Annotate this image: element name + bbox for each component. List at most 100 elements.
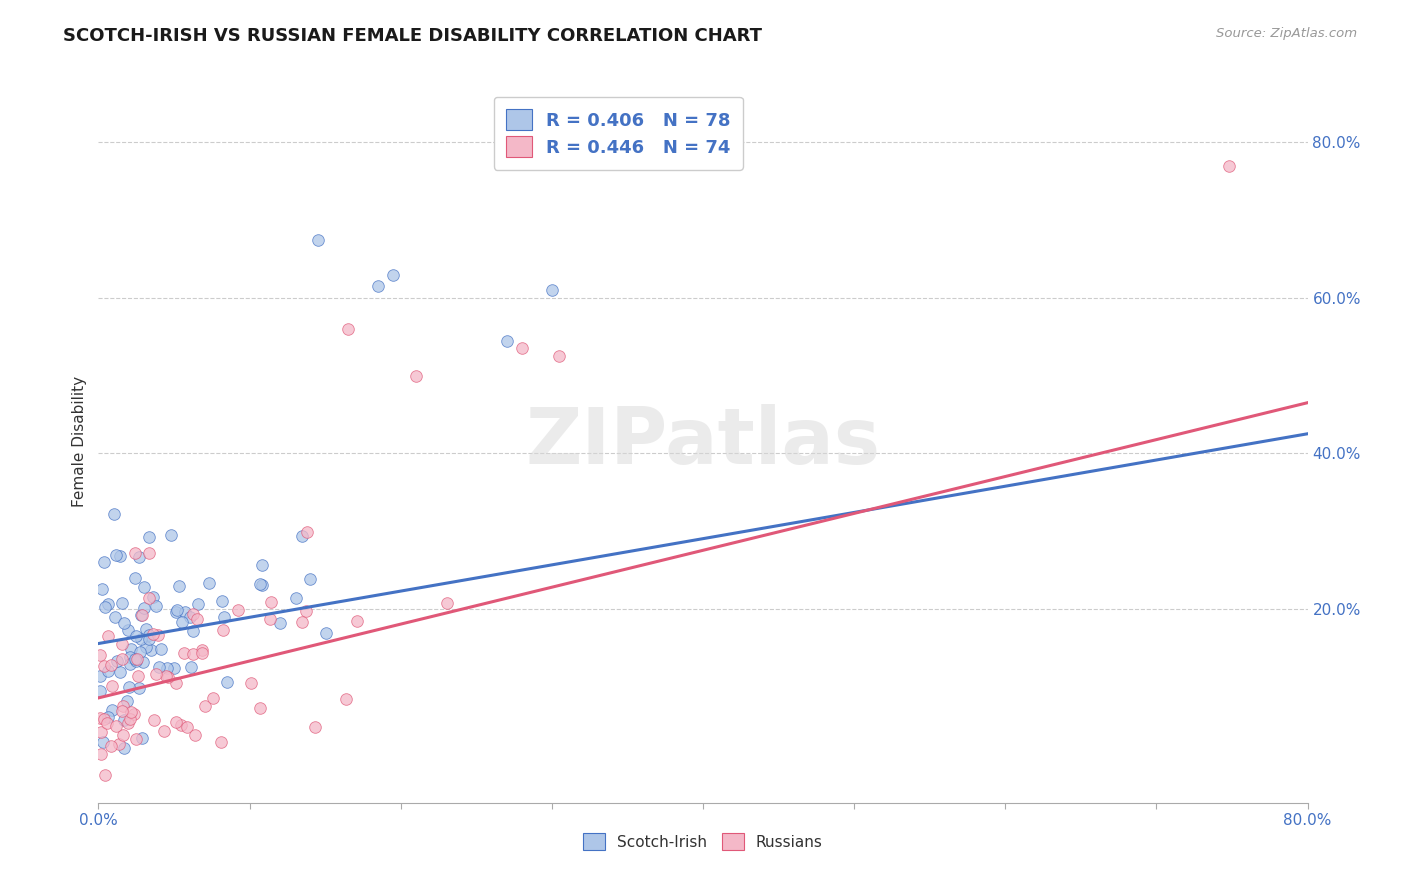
- Point: [138, 545, 160, 559]
- Point: [97, 597, 120, 611]
- Point: [211, 735, 233, 749]
- Point: [131, 655, 153, 669]
- Point: [108, 737, 131, 751]
- Point: [186, 612, 208, 626]
- Point: [90, 747, 112, 761]
- Point: [128, 549, 150, 564]
- Y-axis label: Female Disability: Female Disability: [72, 376, 87, 508]
- Point: [269, 615, 291, 630]
- Point: [198, 576, 221, 591]
- Point: [103, 508, 125, 522]
- Point: [105, 654, 128, 668]
- Point: [132, 601, 155, 615]
- Point: [112, 713, 135, 727]
- Point: [249, 577, 271, 591]
- Point: [117, 715, 139, 730]
- Point: [284, 591, 307, 605]
- Point: [336, 322, 359, 336]
- Point: [259, 612, 281, 626]
- Point: [211, 594, 233, 608]
- Point: [120, 650, 142, 665]
- Point: [179, 610, 201, 624]
- Point: [169, 579, 191, 593]
- Point: [115, 694, 138, 708]
- Point: [105, 719, 128, 733]
- Point: [117, 623, 139, 637]
- Point: [304, 721, 326, 735]
- Point: [129, 608, 152, 623]
- Point: [367, 279, 389, 293]
- Point: [89, 835, 111, 849]
- Point: [191, 642, 214, 657]
- Point: [125, 629, 148, 643]
- Point: [291, 615, 314, 629]
- Point: [124, 546, 146, 560]
- Point: [142, 627, 165, 641]
- Point: [91, 582, 114, 596]
- Point: [291, 528, 314, 542]
- Point: [155, 669, 177, 683]
- Point: [307, 233, 329, 247]
- Point: [156, 661, 179, 675]
- Point: [131, 608, 153, 623]
- Point: [172, 615, 194, 629]
- Point: [165, 715, 187, 730]
- Point: [118, 657, 141, 671]
- Point: [180, 660, 202, 674]
- Point: [166, 603, 188, 617]
- Point: [548, 349, 571, 363]
- Point: [131, 632, 153, 647]
- Point: [93, 816, 115, 830]
- Point: [299, 573, 322, 587]
- Point: [110, 596, 132, 610]
- Point: [260, 595, 283, 609]
- Point: [93, 658, 115, 673]
- Point: [96, 716, 118, 731]
- Point: [166, 675, 188, 690]
- Point: [131, 731, 153, 746]
- Point: [510, 341, 533, 355]
- Point: [111, 728, 134, 742]
- Point: [181, 607, 204, 621]
- Point: [124, 652, 146, 666]
- Point: [138, 632, 160, 646]
- Point: [211, 624, 233, 638]
- Point: [149, 642, 172, 657]
- Point: [135, 640, 157, 655]
- Point: [110, 805, 132, 820]
- Point: [250, 577, 273, 591]
- Point: [405, 368, 427, 383]
- Point: [250, 558, 273, 573]
- Point: [176, 720, 198, 734]
- Point: [97, 629, 120, 643]
- Point: [89, 711, 111, 725]
- Point: [139, 643, 162, 657]
- Point: [125, 654, 148, 668]
- Point: [212, 610, 235, 624]
- Point: [91, 735, 114, 749]
- Point: [138, 628, 160, 642]
- Point: [495, 334, 517, 348]
- Point: [124, 571, 146, 585]
- Point: [112, 616, 135, 631]
- Point: [112, 741, 135, 756]
- Point: [100, 658, 122, 673]
- Point: [145, 599, 167, 614]
- Point: [111, 638, 134, 652]
- Point: [157, 670, 180, 684]
- Point: [93, 555, 115, 569]
- Point: [118, 680, 141, 694]
- Point: [170, 718, 193, 732]
- Point: [138, 591, 160, 605]
- Point: [101, 679, 124, 693]
- Point: [120, 706, 142, 720]
- Point: [110, 665, 132, 679]
- Point: [382, 268, 405, 282]
- Point: [89, 683, 111, 698]
- Point: [145, 667, 167, 681]
- Point: [173, 605, 195, 619]
- Point: [97, 665, 120, 679]
- Point: [181, 624, 204, 639]
- Point: [239, 676, 262, 690]
- Point: [94, 599, 117, 614]
